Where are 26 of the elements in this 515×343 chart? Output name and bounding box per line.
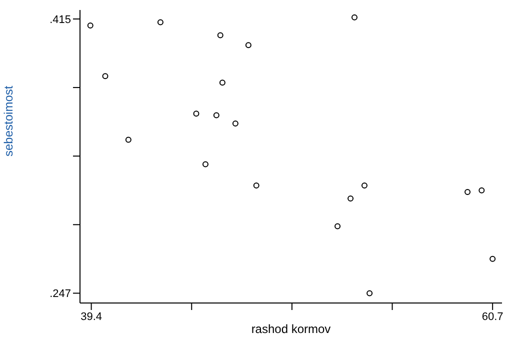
x-tick-label: 60.7 <box>482 310 504 323</box>
point <box>102 73 108 80</box>
point <box>464 189 471 196</box>
point <box>348 196 354 202</box>
point <box>351 14 358 20</box>
x-tick-label: 39.4 <box>80 310 102 323</box>
point <box>202 161 208 168</box>
point <box>490 256 496 262</box>
y-axis-title: sebestoimost <box>1 85 16 156</box>
point <box>361 182 368 188</box>
y-tick-label: .415 <box>50 14 71 26</box>
point <box>219 80 226 86</box>
point <box>245 42 252 48</box>
point <box>232 120 238 126</box>
point <box>193 110 200 117</box>
point <box>157 19 164 26</box>
point <box>253 182 260 188</box>
point <box>478 187 485 194</box>
y-tick-label: .247 <box>50 288 71 300</box>
point <box>334 223 341 230</box>
point <box>366 290 373 296</box>
point <box>217 32 224 38</box>
point <box>87 22 94 29</box>
point <box>213 112 220 118</box>
point <box>125 136 132 143</box>
x-axis-title: rashod kormov <box>251 322 331 336</box>
